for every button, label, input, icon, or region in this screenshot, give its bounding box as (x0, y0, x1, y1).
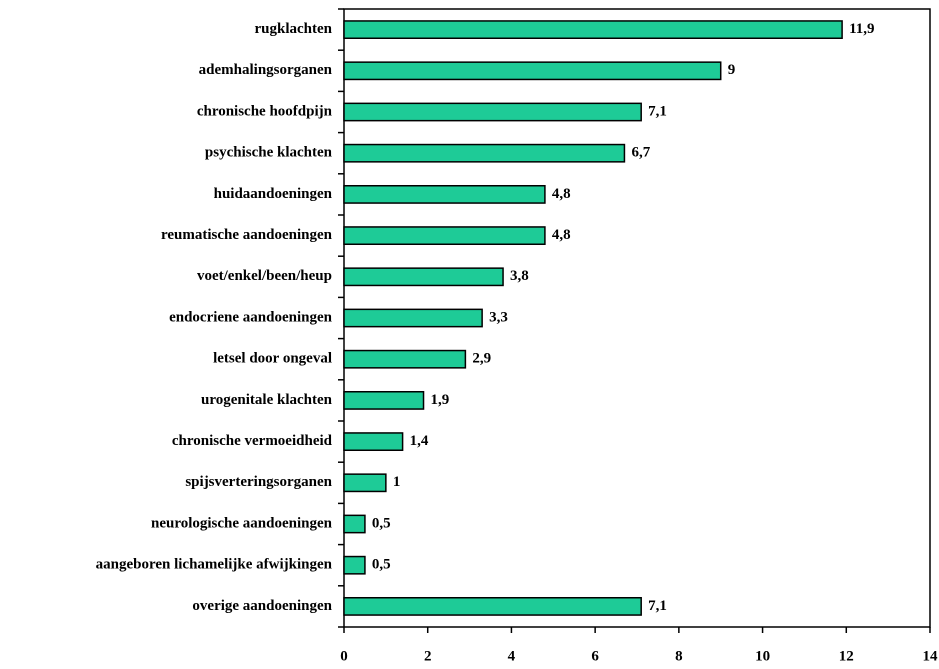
data-label: 2,9 (472, 351, 491, 367)
data-label: 9 (728, 62, 736, 78)
data-label: 1,9 (431, 392, 450, 408)
bar (343, 184, 546, 204)
y-tick-label: letsel door ongeval (213, 351, 332, 367)
data-label: 1,4 (410, 433, 429, 449)
x-tick-label: 10 (755, 648, 770, 664)
y-tick-label: reumatische aandoeningen (161, 227, 333, 243)
bar (343, 143, 626, 163)
data-label: 7,1 (648, 598, 667, 614)
y-tick-label: neurologische aandoeningen (151, 515, 333, 531)
bar (343, 514, 366, 534)
x-tick-label: 4 (508, 648, 516, 664)
bar (343, 267, 504, 287)
x-tick-label: 8 (675, 648, 683, 664)
data-label: 1 (393, 474, 401, 490)
y-tick-label: urogenitale klachten (201, 392, 333, 408)
data-label: 7,1 (648, 103, 667, 119)
y-tick-label: huidaandoeningen (214, 186, 333, 202)
bar (343, 20, 843, 40)
bar (343, 473, 387, 493)
x-tick-label: 14 (923, 648, 939, 664)
x-tick-label: 12 (839, 648, 854, 664)
y-tick-label: aangeboren lichamelijke afwijkingen (96, 557, 333, 573)
data-label: 4,8 (552, 227, 571, 243)
y-tick-label: spijsverteringsorganen (185, 474, 332, 490)
data-label: 3,8 (510, 268, 529, 284)
data-label: 4,8 (552, 186, 571, 202)
data-label: 11,9 (849, 21, 874, 37)
y-tick-label: chronische hoofdpijn (197, 103, 333, 119)
bar (343, 390, 425, 410)
bar (343, 226, 546, 246)
y-tick-label: voet/enkel/been/heup (197, 268, 332, 284)
y-tick-label: rugklachten (254, 21, 332, 37)
data-label: 6,7 (631, 145, 650, 161)
x-tick-label: 6 (591, 648, 599, 664)
x-tick-label: 0 (340, 648, 348, 664)
bar (343, 596, 642, 616)
data-label: 0,5 (372, 515, 391, 531)
bar (343, 308, 483, 328)
bar (343, 555, 366, 575)
data-label: 3,3 (489, 309, 508, 325)
y-tick-label: overige aandoeningen (192, 598, 332, 614)
y-tick-label: endocriene aandoeningen (169, 309, 333, 325)
y-tick-label: psychische klachten (205, 145, 333, 161)
x-tick-label: 2 (424, 648, 432, 664)
y-tick-label: chronische vermoeidheid (172, 433, 333, 449)
bar (343, 349, 467, 369)
y-tick-label: ademhalingsorganen (199, 62, 333, 78)
bar (343, 102, 642, 122)
bar (343, 432, 404, 452)
data-label: 0,5 (372, 557, 391, 573)
bar (343, 61, 722, 81)
